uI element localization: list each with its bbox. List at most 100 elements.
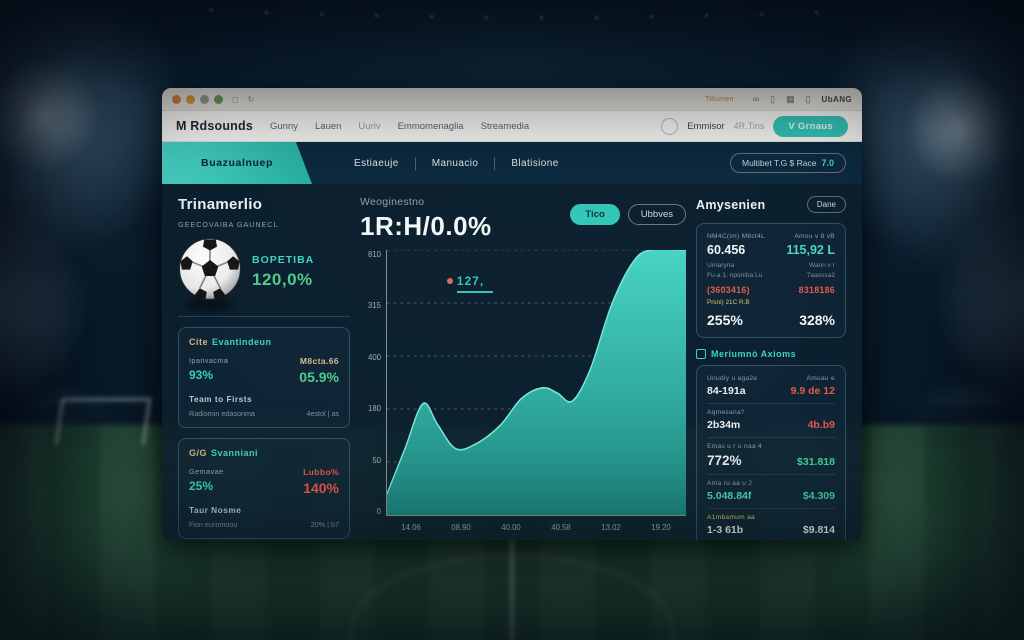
summary-note: [775, 299, 835, 307]
area-chart-svg: [387, 250, 686, 515]
metrics-list: Unudiy u aga2e Amuau e 84-191a 9.9 de 12…: [696, 364, 846, 540]
nav-item-5[interactable]: Streamedia: [480, 120, 530, 132]
divider: [414, 156, 416, 170]
site-navbar: M Rdsounds Gunny Lauen Uuriv Emmomenagli…: [162, 111, 862, 142]
card1-tag: Cite: [189, 337, 209, 347]
left-title: Trinamerlio: [178, 196, 263, 213]
card2-left-value: 25%: [189, 479, 214, 493]
active-tab[interactable]: Buazualnuep: [162, 142, 312, 184]
summary-label: Amou v 8 vB: [794, 233, 835, 240]
y-axis: 810 315 400 180 50 0: [360, 250, 386, 516]
y-tick: 0: [376, 506, 381, 516]
card2-tag: G/G: [189, 448, 208, 458]
summary-sub: Urnaryna Fu-a 1. nponiba Lu: [707, 262, 763, 279]
card2-header: Svanniani: [211, 448, 259, 458]
right-title: Amysenien: [696, 197, 766, 212]
subnav-item-3[interactable]: Blatisione: [511, 157, 559, 169]
right-sidebar: Amysenien Dane NM4C(im) M8ct4L 60.456 Ur…: [696, 196, 846, 540]
x-tick: 19.20: [651, 523, 671, 532]
x-tick: 40.58: [551, 523, 571, 532]
y-tick: 315: [367, 301, 381, 311]
list-item[interactable]: A1mbamum aa 1-3 61b $9.814: [707, 507, 835, 540]
x-tick: 13.02: [601, 523, 621, 532]
dashboard-body: Trinamerlio Geecovaiba Gaunecl Bopetiba …: [162, 184, 862, 540]
card2-footer-label: Fion eurnmoou: [189, 520, 238, 529]
list-item[interactable]: Aqmesana? 2b34m 4b.b9: [707, 402, 835, 437]
right-header-button[interactable]: Dane: [806, 196, 846, 213]
summary-label: NM4C(im) M8ct4L: [707, 233, 765, 240]
chart-secondary-button[interactable]: Ubbves: [627, 204, 686, 225]
annotation-dot-icon: [446, 277, 453, 284]
traffic-light-close[interactable]: [172, 94, 181, 104]
list-item[interactable]: Unudiy u aga2e Amuau e 84-191a 9.9 de 12: [707, 375, 835, 398]
y-tick: 50: [372, 455, 381, 465]
list-item[interactable]: Ama ru aa u 2 5.048.84f $4.309: [707, 473, 835, 508]
back-icon[interactable]: ◻: [232, 94, 239, 104]
card2-footer-title: Taur Nosme: [189, 505, 242, 515]
divider: [494, 156, 496, 170]
subnav-item-1[interactable]: Estiaeuje: [354, 157, 399, 169]
metrics-list-header: Meriumnò Axioms: [696, 348, 846, 359]
bookmark-icon[interactable]: ▯: [770, 93, 776, 104]
traffic-light-zoom[interactable]: [200, 94, 209, 104]
y-tick: 400: [367, 352, 381, 362]
card1-right-value: 05.9%: [299, 369, 339, 385]
pitch-center-line: [510, 535, 514, 640]
site-logo[interactable]: M Rdsounds: [176, 119, 253, 133]
stat-card-1[interactable]: Cite Evantindeun Ipanvacma 93% M8cta.66 …: [178, 327, 350, 428]
stat-card-2[interactable]: G/G Svanniani Gemavae 25% Lubbo% 140%: [178, 438, 350, 539]
soccer-ball-hero: [178, 237, 242, 310]
hero-stat-label: Bopetiba: [252, 253, 315, 266]
signup-button[interactable]: V Grnaus: [773, 115, 848, 137]
multibet-pill[interactable]: Multibet T.G $ Race 7.0: [729, 153, 846, 173]
chart-headline: 1R:H/0.0%: [360, 211, 492, 241]
area-chart: 810 315 400 180 50 0: [360, 250, 686, 532]
x-tick: 08.90: [451, 523, 471, 532]
subnav-item-2[interactable]: Manuacio: [431, 157, 479, 169]
nav-item-1[interactable]: Gunny: [270, 120, 298, 132]
left-sidebar: Trinamerlio Geecovaiba Gaunecl Bopetiba …: [178, 196, 350, 539]
multibet-pill-text: Multibet T.G $ Race: [741, 158, 817, 168]
nav-item-3[interactable]: Uuriv: [358, 120, 381, 132]
traffic-light-extra[interactable]: [214, 94, 223, 104]
stadium-roof-lights: [210, 8, 213, 11]
card1-footer-label: Radiomin edasonma: [189, 409, 255, 418]
dashboard-subnav: Buazualnuep Estiaeuje Manuacio Blatision…: [162, 142, 862, 184]
metrics-list-title: Meriumnò Axioms: [711, 348, 797, 359]
hero-stat: Bopetiba 120,0%: [178, 237, 350, 310]
account-secondary[interactable]: 4R.Tins: [733, 121, 765, 131]
nav-item-4[interactable]: Emmomenaglia: [397, 120, 464, 132]
y-tick: 810: [367, 250, 381, 259]
chart-primary-button[interactable]: Tico: [570, 204, 620, 225]
chart-plot-area: 127,: [386, 250, 686, 516]
card1-right-label: M8cta.66: [299, 356, 339, 366]
left-subtitle: Geecovaiba Gaunecl: [178, 220, 279, 229]
summary-card[interactable]: NM4C(im) M8ct4L 60.456 Urnaryna Fu-a 1. …: [696, 223, 846, 338]
account-name[interactable]: Emmisor: [687, 120, 725, 132]
apps-grid-icon[interactable]: ▦: [786, 93, 795, 104]
card2-right-label: Lubbo%: [303, 467, 339, 477]
annotation-value: 127,: [456, 273, 485, 288]
device-icon[interactable]: ▯: [805, 93, 811, 104]
nav-item-2[interactable]: Lauen: [315, 120, 342, 132]
extensions-icon[interactable]: ∞: [752, 94, 760, 104]
summary-negative-value: (3603416): [707, 284, 750, 295]
browser-profile-label[interactable]: UbANG: [821, 94, 852, 104]
traffic-light-minimize[interactable]: [186, 94, 195, 104]
chart-annotation: 127,: [446, 273, 493, 293]
browser-window: ◻ ↻ Tillumen ∞ ▯ ▦ ▯ UbANG M Rdsounds Gu…: [162, 88, 862, 540]
avatar[interactable]: [661, 117, 679, 135]
list-item[interactable]: Emas u r u naa 4 772% $31.818: [707, 436, 835, 474]
checkbox-icon[interactable]: [696, 348, 706, 359]
summary-sub: Wann v r 7aasssa2: [806, 262, 835, 279]
card2-right-value: 140%: [303, 480, 339, 496]
summary-percent: 328%: [799, 311, 835, 328]
reload-icon[interactable]: ↻: [247, 94, 255, 104]
card2-footer-value: 20% | b7: [310, 520, 339, 529]
x-tick: 40.00: [501, 523, 521, 532]
card1-left-value: 93%: [189, 368, 214, 382]
summary-big-value: 60.456: [707, 243, 746, 257]
card1-footer-title: Team to Firsts: [189, 394, 253, 404]
card1-left-label: Ipanvacma: [189, 356, 229, 365]
